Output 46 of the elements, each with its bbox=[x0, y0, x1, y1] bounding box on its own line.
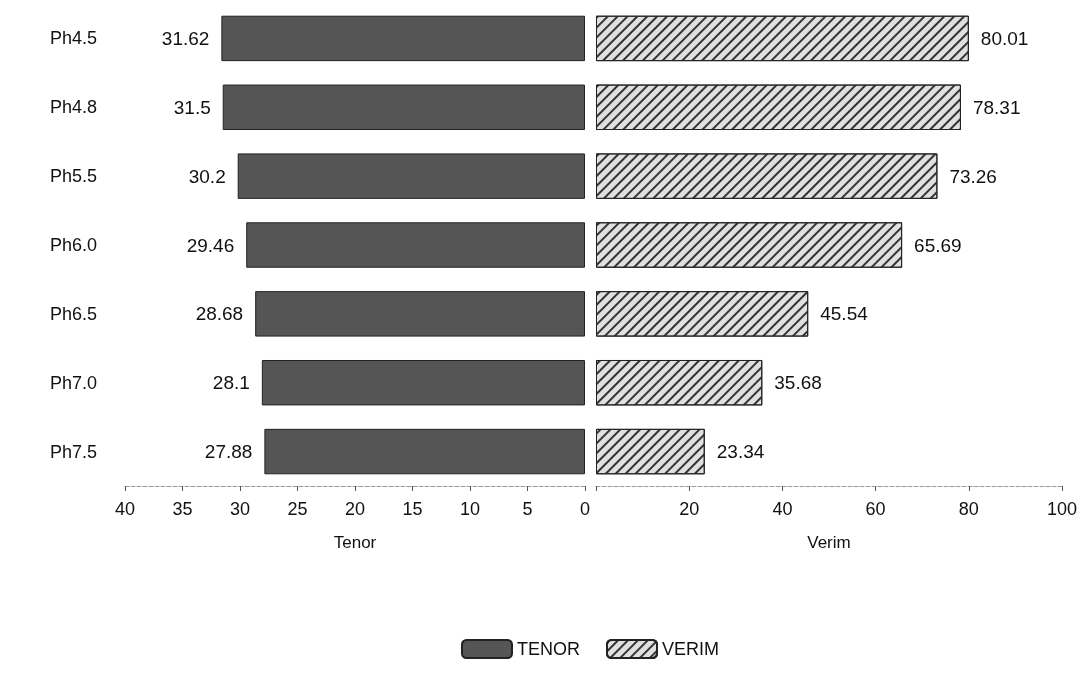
data-label: 31.5 bbox=[173, 96, 211, 118]
x-tick-label: 25 bbox=[287, 499, 308, 519]
y-tick-label: Ph4.5 bbox=[49, 28, 97, 49]
x-tick-label: 40 bbox=[772, 499, 793, 519]
data-label: 27.88 bbox=[204, 441, 253, 463]
legend-label: TENOR bbox=[517, 639, 580, 659]
x-axis-title: Verim bbox=[807, 533, 851, 552]
x-tick-label: 100 bbox=[1046, 499, 1078, 519]
x-tick-label: 60 bbox=[865, 499, 886, 519]
data-label: 65.69 bbox=[914, 234, 962, 256]
data-label: 45.54 bbox=[820, 303, 869, 325]
data-label: 23.34 bbox=[716, 441, 765, 463]
data-label: 28.68 bbox=[195, 303, 244, 325]
bar bbox=[221, 15, 585, 62]
x-tick-label: 35 bbox=[172, 499, 193, 519]
legend-label: VERIM bbox=[662, 639, 720, 659]
bar bbox=[255, 291, 585, 337]
y-tick-label: Ph7.5 bbox=[49, 441, 97, 462]
y-tick-label: Ph6.0 bbox=[49, 235, 97, 255]
x-tick-label: 20 bbox=[679, 499, 700, 519]
bar bbox=[261, 359, 585, 406]
x-tick-label: 15 bbox=[402, 499, 423, 519]
y-tick-label: Ph5.5 bbox=[49, 166, 97, 187]
data-label: 73.26 bbox=[949, 165, 997, 187]
bar bbox=[264, 428, 585, 475]
y-tick-label: Ph6.5 bbox=[49, 303, 97, 324]
data-label: 31.62 bbox=[161, 27, 210, 49]
data-label: 78.31 bbox=[972, 96, 1021, 118]
data-label: 29.46 bbox=[186, 234, 235, 256]
bar bbox=[222, 84, 585, 131]
bar bbox=[237, 153, 585, 199]
x-tick-label: 20 bbox=[344, 499, 366, 519]
y-tick-label: Ph7.0 bbox=[49, 372, 97, 393]
x-tick-label: 0 bbox=[579, 499, 590, 519]
data-label: 28.1 bbox=[212, 372, 250, 394]
y-tick-label: Ph4.8 bbox=[49, 97, 97, 118]
x-tick-label: 40 bbox=[114, 499, 136, 519]
bar bbox=[246, 222, 585, 268]
data-label: 35.68 bbox=[774, 372, 822, 394]
x-axis-title: Tenor bbox=[333, 533, 377, 552]
x-tick-label: 5 bbox=[522, 499, 533, 519]
x-tick-label: 30 bbox=[229, 499, 251, 519]
x-tick-label: 80 bbox=[958, 499, 979, 519]
x-tick-label: 10 bbox=[459, 499, 481, 519]
data-label: 80.01 bbox=[980, 27, 1029, 49]
data-label: 30.2 bbox=[188, 165, 226, 187]
